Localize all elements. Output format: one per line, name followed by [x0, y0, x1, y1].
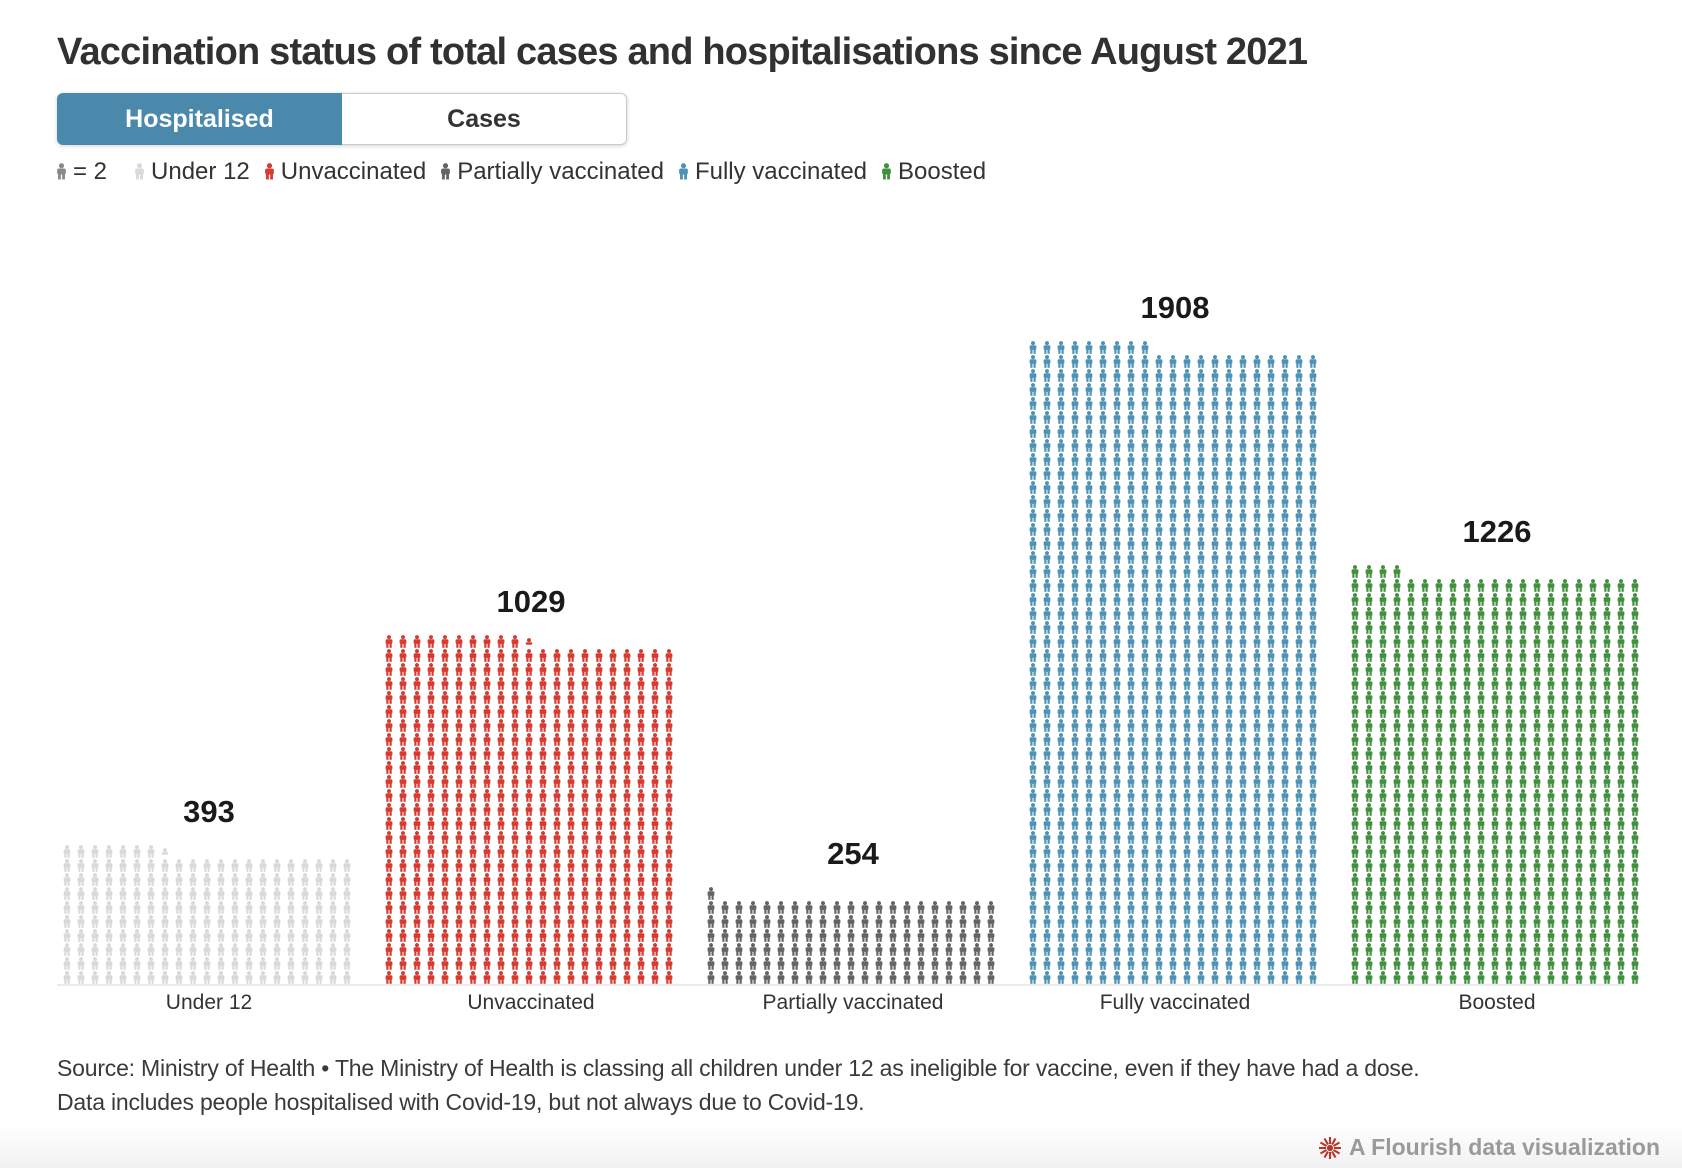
pictogram-group-fully-vaccinated — [1029, 341, 1317, 984]
legend-item-partially-vaccinated: Partially vaccinated — [439, 158, 664, 186]
category-label-partially-vaccinated: Partially vaccinated — [762, 991, 944, 1014]
category-label-unvaccinated: Unvaccinated — [467, 991, 595, 1014]
value-label-fully-vaccinated: 1908 — [1140, 290, 1210, 325]
chart-baseline — [57, 984, 1625, 986]
legend-label: Under 12 — [151, 158, 250, 185]
category-label-fully-vaccinated: Fully vaccinated — [1099, 991, 1251, 1014]
legend-label: Fully vaccinated — [694, 158, 868, 185]
legend-key-label: = 2 — [73, 158, 108, 185]
tab-hospitalised[interactable]: Hospitalised — [57, 93, 342, 145]
source-line-1: Source: Ministry of Health • The Ministr… — [57, 1055, 1420, 1081]
footer-strip — [0, 1124, 1682, 1168]
pictogram-group-unvaccinated — [385, 635, 673, 984]
legend-item-unvaccinated: Unvaccinated — [263, 158, 426, 186]
legend-label: Partially vaccinated — [457, 158, 664, 185]
pictogram-group-partially-vaccinated — [707, 887, 995, 984]
legend-label: Boosted — [898, 158, 987, 185]
legend: = 2 Under 12 Unvaccinated Partially vacc… — [55, 158, 999, 186]
chart-title: Vaccination status of total cases and ho… — [57, 31, 1308, 74]
legend-key: = 2 — [55, 158, 107, 186]
pictogram-group-boosted — [1351, 565, 1639, 984]
source-line-2: Data includes people hospitalised with C… — [57, 1089, 865, 1115]
tab-cases[interactable]: Cases — [342, 93, 627, 145]
pictogram-group-under-12 — [63, 845, 351, 984]
flourish-burst-icon — [1319, 1136, 1342, 1159]
value-label-unvaccinated: 1029 — [496, 584, 566, 619]
legend-item-under-12: Under 12 — [133, 158, 250, 186]
view-tabs: Hospitalised Cases — [57, 93, 627, 145]
value-label-partially-vaccinated: 254 — [827, 836, 879, 871]
flourish-credit[interactable]: A Flourish data visualization — [1318, 1134, 1660, 1161]
legend-label: Unvaccinated — [280, 158, 427, 185]
legend-item-boosted: Boosted — [880, 158, 986, 186]
source-note: Source: Ministry of Health • The Ministr… — [57, 1051, 1420, 1119]
value-label-under-12: 393 — [183, 794, 235, 829]
legend-item-fully-vaccinated: Fully vaccinated — [677, 158, 867, 186]
flourish-credit-label: A Flourish data visualization — [1349, 1134, 1660, 1160]
value-label-boosted: 1226 — [1462, 514, 1532, 549]
category-label-boosted: Boosted — [1458, 991, 1536, 1014]
category-label-under-12: Under 12 — [165, 991, 253, 1014]
